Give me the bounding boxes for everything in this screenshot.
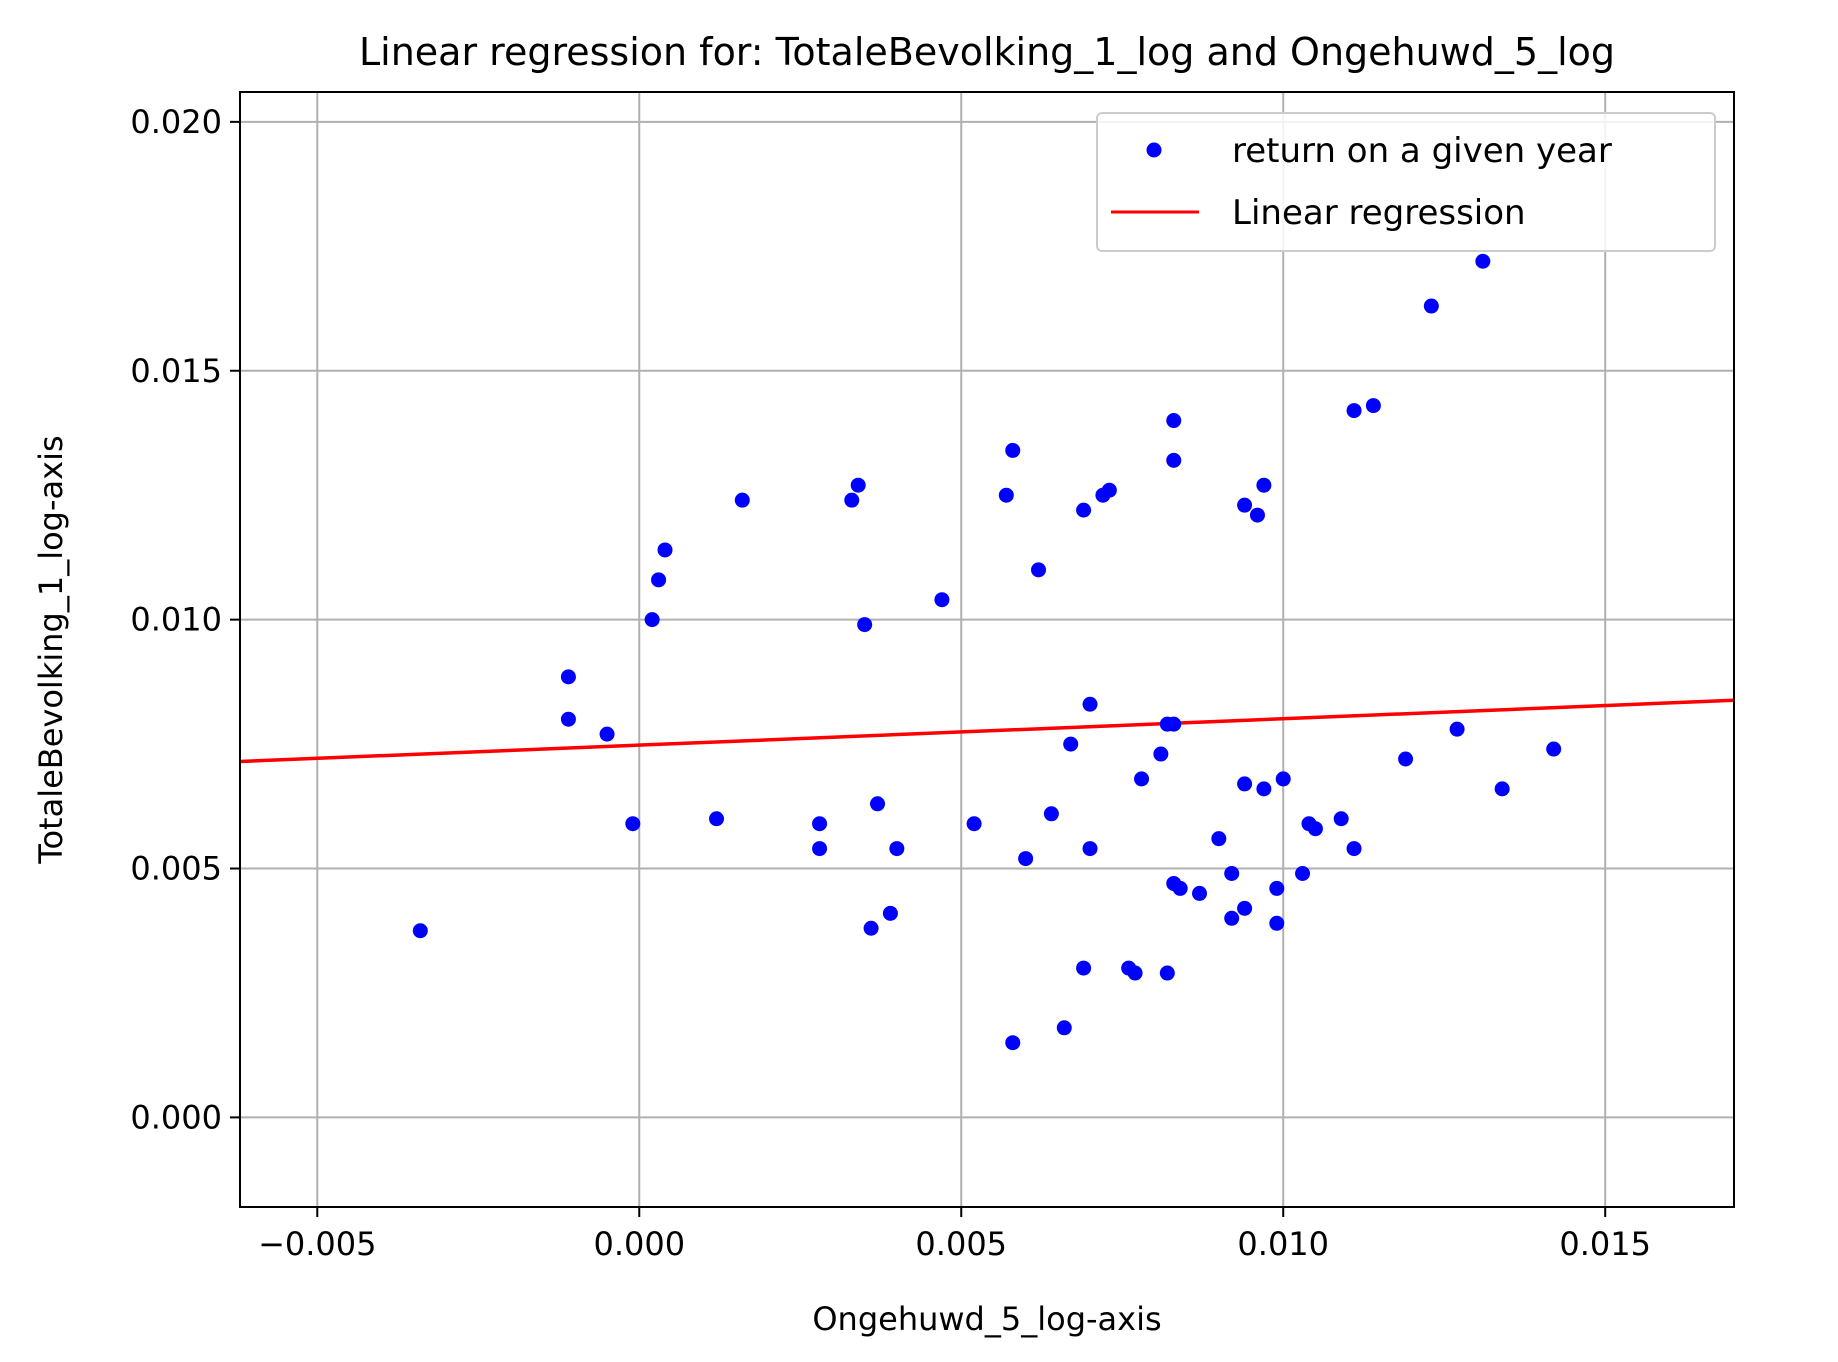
scatter-point <box>1005 442 1021 458</box>
scatter-point <box>966 816 982 832</box>
scatter-point <box>625 816 641 832</box>
scatter-point <box>934 592 950 608</box>
scatter-point <box>1211 831 1227 847</box>
x-tick-label: 0.010 <box>1237 1225 1329 1263</box>
scatter-point <box>1166 716 1182 732</box>
scatter-point <box>889 841 905 857</box>
scatter-point <box>1546 741 1562 757</box>
x-tick-label: −0.005 <box>258 1225 376 1263</box>
scatter-point <box>1275 771 1291 787</box>
scatter-point <box>1346 841 1362 857</box>
scatter-point <box>644 612 660 628</box>
plot-area <box>239 253 1735 1051</box>
scatter-point <box>1398 751 1414 767</box>
scatter-point <box>1333 811 1349 827</box>
legend-label-scatter: return on a given year <box>1232 131 1612 171</box>
scatter-point <box>1256 477 1272 493</box>
axes-frame <box>239 91 1735 1208</box>
scatter-point <box>863 920 879 936</box>
scatter-point <box>1224 865 1240 881</box>
x-tick-label: 0.000 <box>593 1225 685 1263</box>
y-axis-ticks: 0.000 0.005 0.010 0.015 0.020 <box>130 103 240 1136</box>
y-tick-label: 0.015 <box>130 352 222 390</box>
scatter-point <box>1172 880 1188 896</box>
scatter-point <box>1076 502 1092 518</box>
scatter-point <box>1101 482 1117 498</box>
x-tick-label: 0.015 <box>1559 1225 1651 1263</box>
regression-line <box>239 698 1735 764</box>
scatter-point <box>1166 413 1182 429</box>
scatter-point <box>1134 771 1150 787</box>
legend-scatter-marker <box>1146 142 1162 158</box>
scatter-point <box>1159 965 1175 981</box>
scatter-point <box>734 492 750 508</box>
scatter-point <box>1224 910 1240 926</box>
legend-box <box>1096 112 1716 252</box>
scatter-point <box>857 617 873 633</box>
scatter-point <box>657 542 673 558</box>
scatter-point <box>1063 736 1079 752</box>
scatter-point <box>1346 403 1362 419</box>
y-tick-label: 0.020 <box>130 103 222 141</box>
scatter-point <box>1153 746 1169 762</box>
scatter-point <box>1237 900 1253 916</box>
chart-title: Linear regression for: TotaleBevolking_1… <box>359 30 1615 74</box>
scatter-point <box>850 477 866 493</box>
scatter-point <box>1127 965 1143 981</box>
scatter-point <box>709 811 725 827</box>
scatter-point <box>1249 507 1265 523</box>
x-tick-label: 0.005 <box>915 1225 1007 1263</box>
scatter-point <box>1295 865 1311 881</box>
scatter-point <box>1018 851 1034 867</box>
y-axis-label: TotaleBevolking_1_log-axis <box>32 435 70 864</box>
scatter-point <box>1056 1020 1072 1036</box>
scatter-point <box>1269 915 1285 931</box>
scatter-point <box>1475 253 1491 269</box>
legend-label-regression: Linear regression <box>1232 193 1526 233</box>
scatter-point <box>998 487 1014 503</box>
scatter-point <box>844 492 860 508</box>
scatter-point <box>1237 497 1253 513</box>
scatter-point <box>1076 960 1092 976</box>
scatter-point <box>1082 696 1098 712</box>
scatter-point <box>1192 885 1208 901</box>
scatter-point <box>812 816 828 832</box>
scatter-point <box>1269 880 1285 896</box>
scatter-point <box>1494 781 1510 797</box>
scatter-point <box>1043 806 1059 822</box>
scatter-point <box>1307 821 1323 837</box>
scatter-point <box>1256 781 1272 797</box>
scatter-point <box>1237 776 1253 792</box>
scatter-point <box>1449 721 1465 737</box>
scatter-point <box>882 905 898 921</box>
scatter-point <box>599 726 615 742</box>
scatter-point <box>560 711 576 727</box>
legend: return on a given year Linear regression <box>1096 112 1716 252</box>
x-axis-ticks: −0.005 0.000 0.005 0.010 0.015 <box>258 1207 1651 1263</box>
y-tick-label: 0.010 <box>130 601 222 639</box>
scatter-point <box>651 572 667 588</box>
scatter-point <box>1031 562 1047 578</box>
scatter-point <box>412 923 428 939</box>
scatter-point <box>1005 1035 1021 1051</box>
scatter-point <box>870 796 886 812</box>
scatter-point <box>812 841 828 857</box>
scatter-point <box>1082 841 1098 857</box>
y-tick-label: 0.000 <box>130 1098 222 1136</box>
scatter-point <box>1423 298 1439 314</box>
scatter-point <box>1166 452 1182 468</box>
scatter-point <box>560 669 576 685</box>
scatter-point <box>1365 398 1381 414</box>
y-tick-label: 0.005 <box>130 850 222 888</box>
x-axis-label: Ongehuwd_5_log-axis <box>812 1300 1161 1338</box>
